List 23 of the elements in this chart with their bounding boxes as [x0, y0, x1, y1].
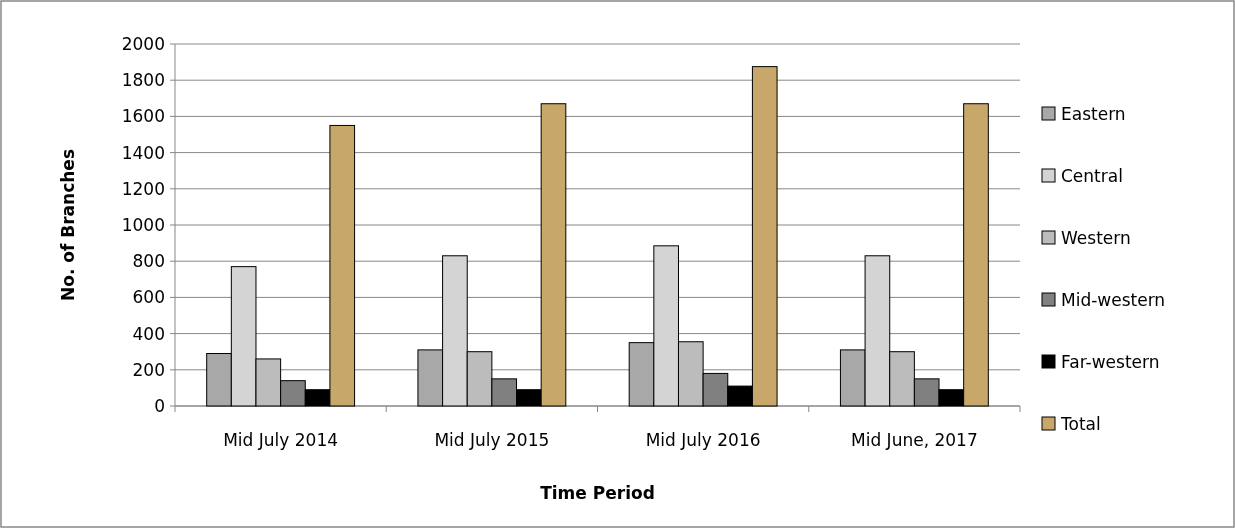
legend-label: Eastern: [1061, 103, 1126, 124]
y-tick-label: 400: [132, 323, 165, 344]
x-axis-title: Time Period: [540, 483, 655, 503]
legend-label: Central: [1061, 165, 1123, 186]
y-axis-title: No. of Branches: [58, 148, 78, 302]
y-tick-label: 1200: [121, 178, 165, 199]
x-tick-label: Mid July 2014: [223, 430, 339, 450]
y-tick-label: 200: [132, 359, 165, 380]
y-tick-label: 600: [132, 287, 165, 308]
legend-label: Total: [1060, 413, 1101, 434]
legend-label: Far-western: [1061, 351, 1160, 372]
y-tick-label: 1000: [121, 214, 165, 235]
y-tick-label: 1400: [121, 142, 165, 163]
x-tick-label: Mid June, 2017: [851, 430, 978, 450]
legend-label: Western: [1061, 227, 1131, 248]
y-tick-label: 1800: [121, 70, 165, 91]
y-tick-label: 1600: [121, 106, 165, 127]
x-tick-label: Mid July 2016: [645, 430, 761, 450]
x-tick-label: Mid July 2015: [434, 430, 550, 450]
y-tick-label: 0: [154, 395, 165, 416]
legend-label: Mid-western: [1061, 289, 1166, 310]
y-tick-label: 800: [132, 251, 165, 272]
y-tick-label: 2000: [121, 33, 165, 54]
